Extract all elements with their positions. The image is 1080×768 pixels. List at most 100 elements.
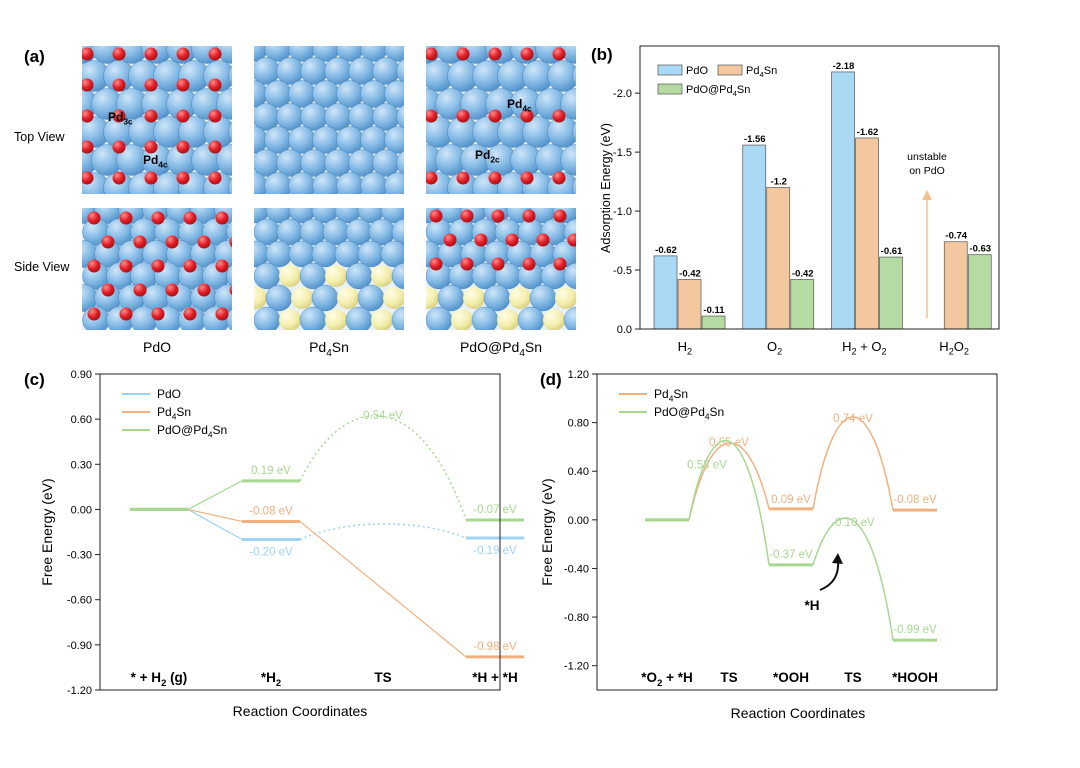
bar xyxy=(879,256,903,330)
atom-structure-image xyxy=(254,46,404,194)
o-atom xyxy=(429,209,443,223)
sn-atom xyxy=(325,309,347,330)
y-tick-label: 0.80 xyxy=(568,418,589,430)
pd-atom xyxy=(312,172,340,194)
legend-swatch xyxy=(717,64,743,76)
o-atom xyxy=(229,284,232,296)
bar xyxy=(677,279,702,330)
pd-atom xyxy=(396,104,404,130)
sn-atom xyxy=(509,287,531,309)
o-atom xyxy=(176,171,190,185)
pd-atom xyxy=(336,172,364,194)
atom-structure-image xyxy=(426,46,576,194)
atom-structure-image xyxy=(254,208,404,330)
pd-atom xyxy=(357,284,385,312)
plot-frame xyxy=(99,373,501,691)
row-label-side-view: Side View xyxy=(14,260,70,274)
pd-atom xyxy=(391,218,404,246)
pd-atom xyxy=(563,306,576,330)
o-atom xyxy=(144,109,158,123)
pd-atom xyxy=(572,177,576,194)
energy-value-label: 0.54 eV xyxy=(363,410,403,422)
o-atom xyxy=(552,109,566,123)
pd-atom xyxy=(348,149,376,177)
pd-atom xyxy=(265,284,293,312)
o-atom xyxy=(208,47,222,61)
pd-atom xyxy=(360,80,388,108)
o-atom xyxy=(456,109,470,123)
bar xyxy=(653,255,678,330)
column-label-pdo: PdO xyxy=(143,339,171,355)
pd-atom xyxy=(348,57,376,85)
x-tick-label: H2 xyxy=(678,339,692,357)
bar xyxy=(742,144,767,330)
row-label-top-view: Top View xyxy=(14,130,65,144)
pd-atom xyxy=(437,284,465,312)
legend-label: PdO xyxy=(157,387,181,401)
panel-label-b: (b) xyxy=(591,45,613,64)
plot-frame xyxy=(639,45,1000,330)
o-atom xyxy=(82,78,94,92)
pd-atom xyxy=(547,60,576,92)
legend-label: PdO@Pd4Sn xyxy=(686,84,750,98)
bar xyxy=(943,241,968,330)
legend-label: PdO xyxy=(686,65,708,77)
pd-atom xyxy=(254,57,280,85)
y-tick-label: 0.40 xyxy=(568,466,589,478)
site-label: Pd3c xyxy=(108,110,133,126)
o-atom xyxy=(165,283,179,297)
o-atom xyxy=(215,307,229,321)
transition-path xyxy=(299,523,467,541)
x-tick-label: H2O2 xyxy=(939,339,969,357)
x-tick-label: *HOOH xyxy=(892,670,938,685)
pd-atom xyxy=(276,149,304,177)
pd-atom xyxy=(384,46,404,62)
energy-value-label: -0.19 eV xyxy=(473,545,517,557)
pd-atom xyxy=(254,103,280,131)
energy-value-label: -0.37 eV xyxy=(769,549,813,561)
o-atom xyxy=(87,259,101,273)
o-atom xyxy=(520,47,534,61)
y-tick-label: -2.0 xyxy=(613,88,632,100)
adsorption-energy-chart: 0.0 -0.5 -1.0 -1.5 -2.0 -0.62 -0.42 -0.11 H2 -1.… xyxy=(599,45,1000,357)
plot-frame xyxy=(596,373,998,691)
pd-atom xyxy=(357,240,385,268)
pd-atom xyxy=(265,240,293,268)
legend-label: Pd4Sn xyxy=(654,387,688,403)
y-tick-label: -0.5 xyxy=(613,265,632,277)
x-tick-label: * + H2 (g) xyxy=(131,670,188,689)
o-atom xyxy=(82,140,94,154)
bar xyxy=(790,279,815,330)
o-atom xyxy=(183,211,197,225)
pd-atom xyxy=(228,177,232,194)
site-label: Pd2c xyxy=(475,148,500,164)
pd-atom xyxy=(264,172,292,194)
x-tick-label: *O2 + *H xyxy=(641,670,692,689)
bar-value-label: -0.63 xyxy=(969,244,991,255)
o-atom xyxy=(87,307,101,321)
sn-atom xyxy=(383,287,404,309)
o-atom xyxy=(552,171,566,185)
energy-value-label: 0.74 eV xyxy=(833,413,873,425)
o-atom xyxy=(82,171,94,185)
x-axis-label: Reaction Coordinates xyxy=(233,703,368,719)
sn-atom xyxy=(337,287,359,309)
panel-label-a: (a) xyxy=(24,47,45,66)
o-atom xyxy=(197,283,211,297)
pd-atom xyxy=(372,149,400,177)
sn-atom xyxy=(371,309,393,330)
o-atom xyxy=(151,307,165,321)
pd-atom xyxy=(380,240,404,268)
pd-atom xyxy=(391,306,404,330)
o-atom xyxy=(176,140,190,154)
pd-atom xyxy=(228,121,232,143)
energy-value-label: 0.09 eV xyxy=(771,494,811,506)
pd-atom xyxy=(324,57,352,85)
pd-atom xyxy=(483,284,511,312)
sn-atom xyxy=(497,309,519,330)
o-atom xyxy=(426,109,438,123)
sn-atom xyxy=(279,265,301,287)
legend-label: PdO@Pd4Sn xyxy=(654,405,724,421)
y-axis-label: Free Energy (eV) xyxy=(539,478,555,585)
pd-atom xyxy=(572,65,576,87)
